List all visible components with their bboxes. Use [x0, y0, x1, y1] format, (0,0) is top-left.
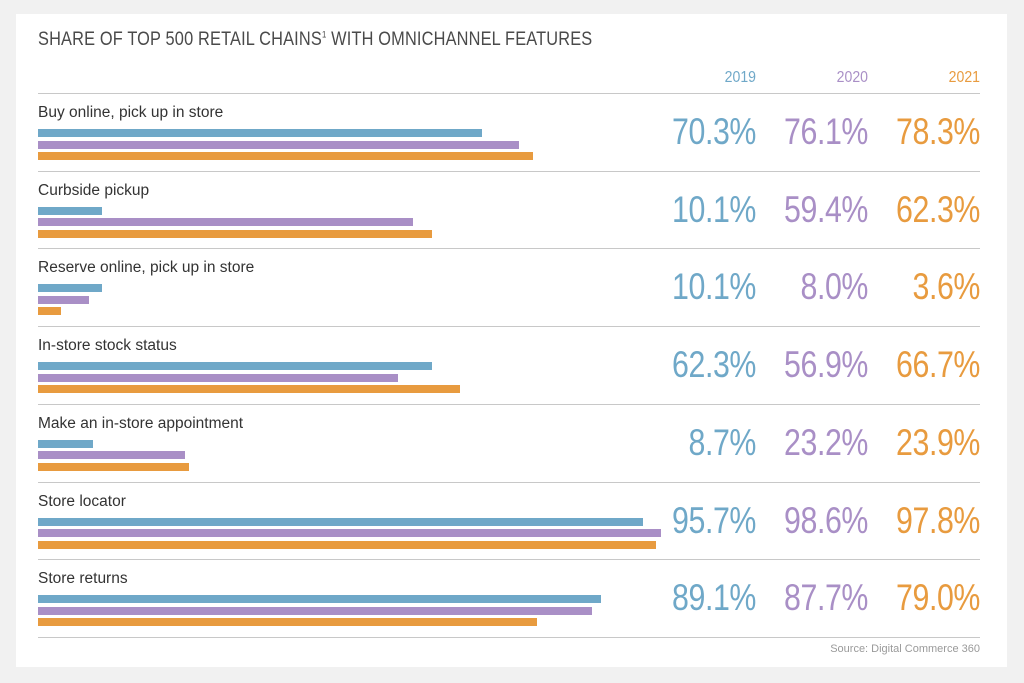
source-note: Source: Digital Commerce 360: [830, 643, 980, 655]
row-divider: [38, 636, 980, 638]
bar-2019: [38, 517, 643, 526]
title-footnote-marker: 1: [321, 29, 327, 40]
value-label-2021: 62.3%: [896, 188, 980, 230]
category-label: Make an in-store appointment: [38, 414, 244, 432]
bar-2019: [38, 595, 602, 604]
bar-2020: [38, 451, 185, 460]
bar-2020: [38, 295, 89, 304]
row-divider: [38, 403, 980, 405]
category-label: Store returns: [38, 570, 128, 588]
value-label-2019: 89.1%: [672, 577, 756, 619]
bar-2021: [38, 152, 533, 160]
chart-card: [16, 14, 1007, 667]
value-label-2020: 23.2%: [784, 421, 868, 463]
value-label-2019: 10.1%: [672, 188, 756, 230]
row-divider: [38, 170, 980, 172]
row-divider: [38, 248, 980, 250]
value-label-2021: 79.0%: [896, 577, 980, 619]
value-label-2020: 98.6%: [784, 499, 868, 541]
chart-title: SHARE OF TOP 500 RETAIL CHAINS1 WITH OMN…: [38, 29, 593, 50]
category-label: In-store stock status: [38, 337, 177, 355]
bar-2021: [38, 385, 460, 394]
bar-2019: [38, 439, 93, 448]
bar-2021: [38, 540, 657, 549]
category-label: Curbside pickup: [38, 181, 150, 199]
value-label-2021: 78.3%: [896, 111, 980, 152]
bar-2019: [38, 362, 432, 371]
bar-2020: [38, 529, 662, 537]
value-label-2021: 97.8%: [896, 499, 980, 541]
bar-2020: [38, 606, 593, 615]
row-divider: [38, 481, 980, 483]
bar-2019: [38, 284, 102, 293]
bar-2021: [38, 462, 190, 471]
value-label-2019: 10.1%: [672, 266, 756, 308]
category-label: Reserve online, pick up in store: [38, 259, 255, 277]
value-label-2021: 3.6%: [912, 266, 980, 308]
year-header-2019: 2019: [724, 69, 756, 86]
value-label-2020: 56.9%: [784, 344, 868, 386]
bar-2019: [38, 206, 102, 215]
value-label-2020: 59.4%: [784, 188, 868, 230]
value-label-2019: 8.7%: [688, 421, 756, 463]
category-label: Store locator: [38, 492, 126, 510]
value-label-2020: 76.1%: [784, 111, 868, 152]
category-label: Buy online, pick up in store: [38, 104, 224, 121]
value-label-2020: 8.0%: [800, 266, 868, 308]
value-label-2019: 62.3%: [672, 344, 756, 386]
value-label-2019: 95.7%: [672, 499, 756, 541]
bar-2021: [38, 307, 61, 316]
row-divider: [38, 326, 980, 328]
row-divider: [38, 559, 980, 561]
bar-2020: [38, 140, 519, 149]
bar-2021: [38, 229, 432, 238]
bar-2021: [38, 618, 538, 627]
value-label-2020: 87.7%: [784, 577, 868, 619]
value-label-2021: 66.7%: [896, 344, 980, 386]
value-label-2019: 70.3%: [672, 111, 756, 152]
year-header-2020: 2020: [836, 69, 868, 86]
year-header-2021: 2021: [948, 69, 980, 86]
bar-2020: [38, 218, 414, 227]
bar-2019: [38, 129, 483, 137]
bar-2020: [38, 373, 398, 382]
row-divider: [38, 93, 980, 94]
value-label-2021: 23.9%: [896, 421, 980, 463]
